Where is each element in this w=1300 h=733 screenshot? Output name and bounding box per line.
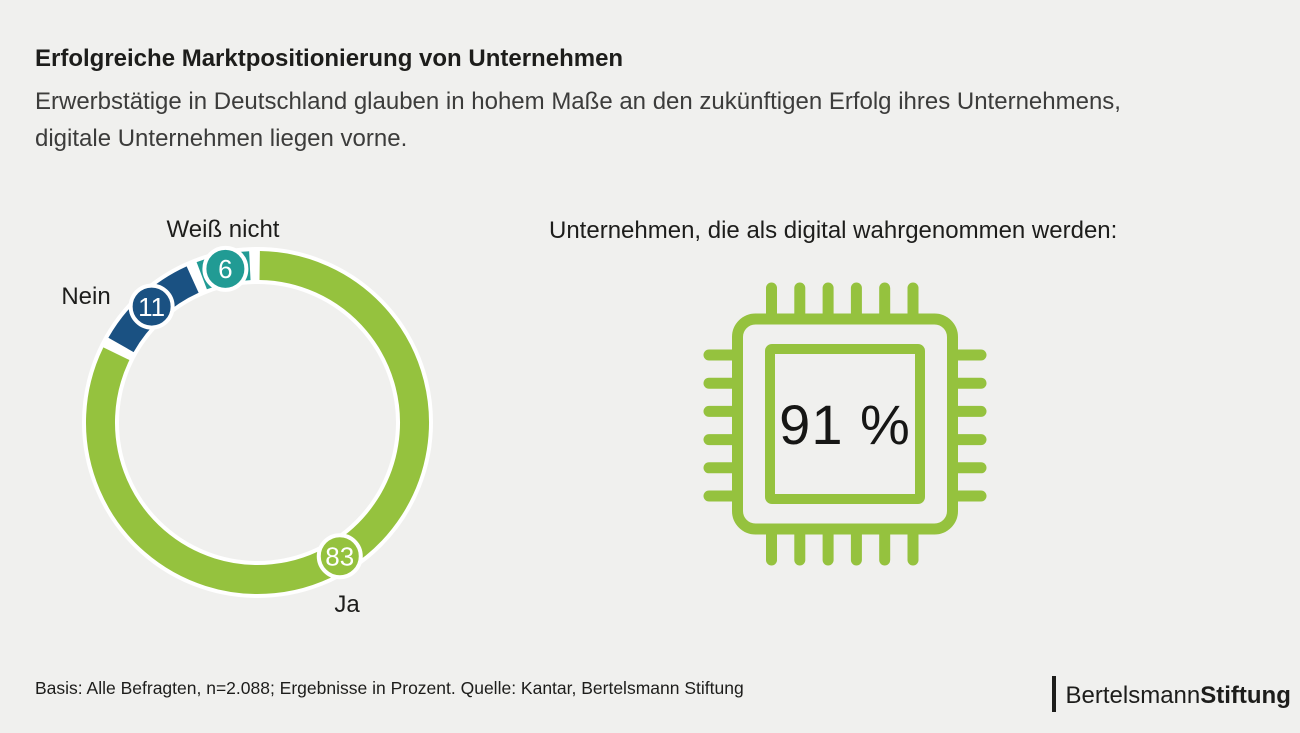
chip-body [732,313,958,535]
page-subtitle-line2: digitale Unternehmen liegen vorne. [35,125,408,152]
donut-chart-svg: 83 11 6 [82,245,433,598]
header: Erfolgreiche Marktpositionierung von Unt… [35,44,1121,157]
logo-text-stiftung: Stiftung [1200,682,1291,709]
donut-chart: 83 11 6 [47,212,468,633]
digital-heading: Unternehmen, die als digital wahrgenomme… [549,217,1118,244]
page-title: Erfolgreiche Marktpositionierung von Unt… [35,45,624,72]
chip-inner-square [765,344,925,504]
donut-label-ja: Ja [334,591,360,618]
logo-text-bertelsmann: Bertelsmann [1065,682,1201,709]
brand-logo: BertelsmannStiftung [1052,676,1291,712]
donut-badge-value: 83 [325,542,354,572]
donut-badge-value: 6 [218,254,232,284]
chip-icon-svg [703,282,987,566]
donut-label-nein: Nein [61,283,111,310]
donut-badge-value: 11 [138,292,165,322]
chip-icon [695,274,995,574]
donut-label-weiss-nicht: Weiß nicht [166,216,280,243]
source-note: Basis: Alle Befragten, n=2.088; Ergebnis… [35,678,744,698]
donut-badge [128,283,175,330]
logo-text: BertelsmannStiftung [1066,679,1291,712]
logo-divider [1052,676,1056,712]
donut-badge [316,533,363,580]
donut-badge [202,245,249,292]
digital-value: 91 % [779,392,911,456]
page-subtitle-line1: Erwerbstätige in Deutschland glauben in … [35,88,1121,115]
page-subtitle: Erwerbstätige in Deutschland glauben in … [35,83,1121,157]
